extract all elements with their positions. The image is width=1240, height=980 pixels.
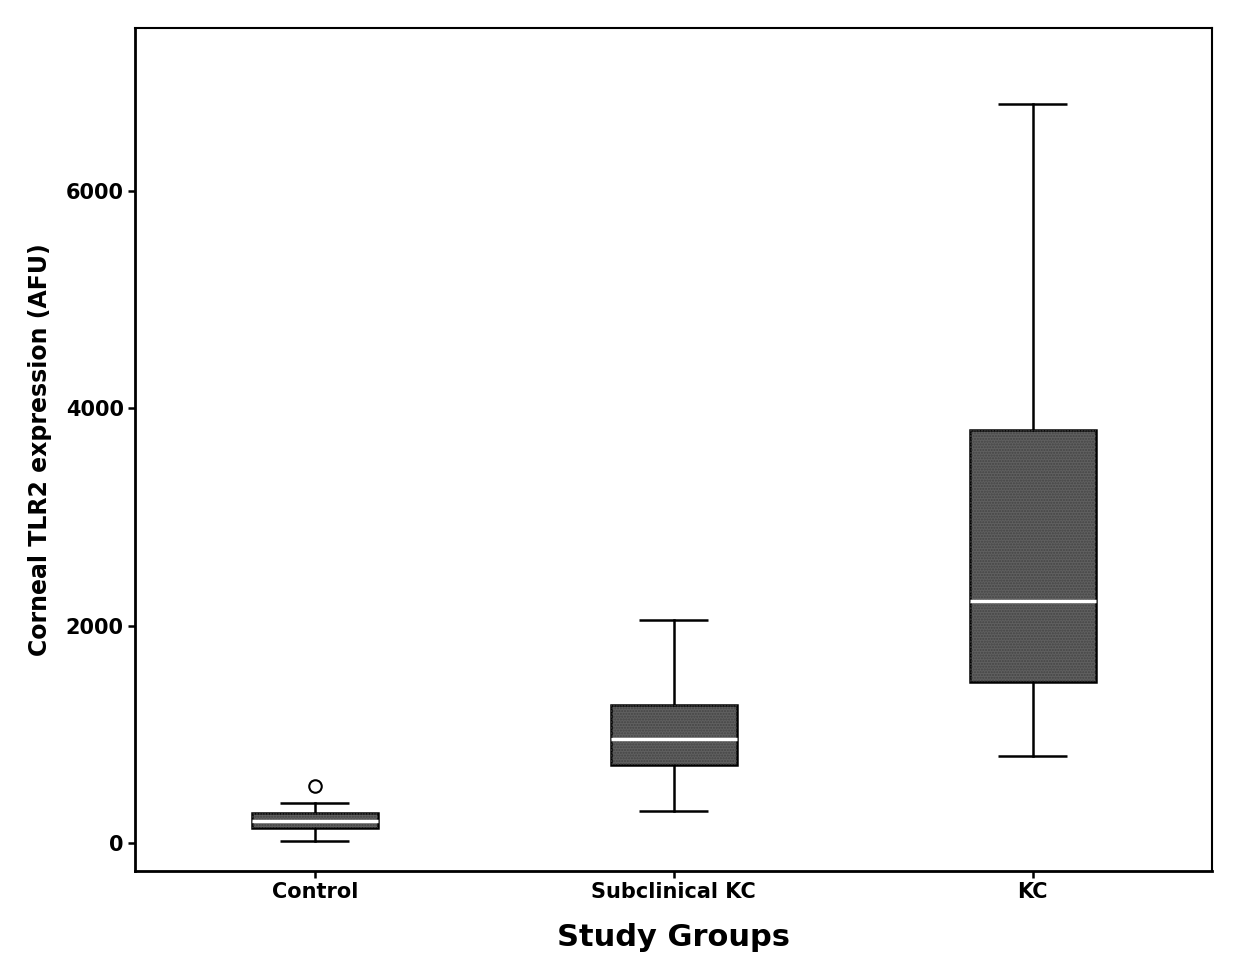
Bar (970, 430, 1096, 682)
Bar (970, 430, 1096, 682)
Bar (252, 813, 378, 828)
Bar (252, 813, 378, 828)
Bar (611, 706, 737, 765)
X-axis label: Study Groups: Study Groups (557, 923, 790, 953)
Y-axis label: Corneal TLR2 expression (AFU): Corneal TLR2 expression (AFU) (27, 243, 52, 656)
Bar (611, 706, 737, 765)
